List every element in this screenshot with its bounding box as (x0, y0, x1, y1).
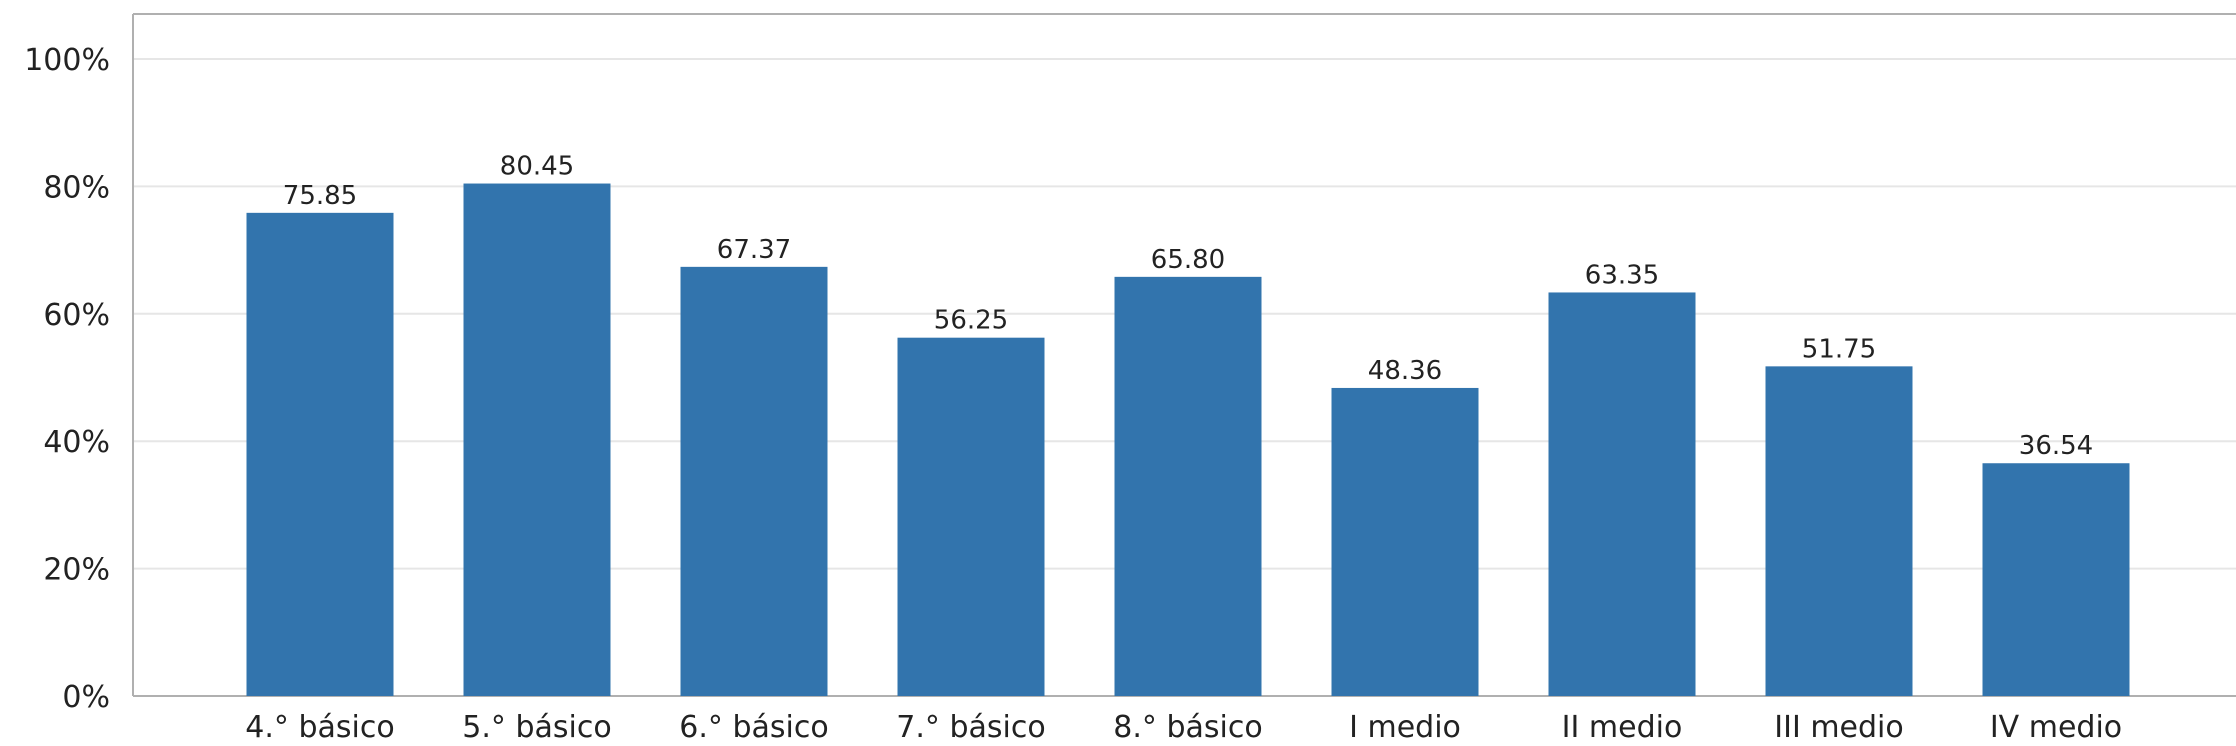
bar (680, 266, 828, 696)
y-tick-label: 0% (62, 680, 110, 715)
y-tick-label: 100% (24, 43, 110, 78)
x-tick-label: 4.° básico (245, 710, 394, 745)
bar (1982, 463, 2130, 696)
bar (1114, 276, 1262, 696)
y-tick-label: 80% (43, 170, 110, 205)
y-tick-label: 20% (43, 553, 110, 588)
data-label: 80.45 (500, 152, 574, 182)
x-tick-label: 7.° básico (896, 710, 1045, 745)
data-label: 75.85 (283, 181, 357, 211)
data-label: 36.54 (2019, 431, 2093, 461)
x-tick-label: 5.° básico (462, 710, 611, 745)
x-tick-label: III medio (1774, 710, 1904, 745)
x-tick-label: I medio (1349, 710, 1461, 745)
y-tick-label: 60% (43, 298, 110, 333)
data-label: 48.36 (1368, 356, 1442, 386)
x-tick-label: IV medio (1990, 710, 2122, 745)
data-label: 63.35 (1585, 260, 1659, 290)
data-label: 56.25 (934, 306, 1008, 336)
x-tick-label: 6.° básico (679, 710, 828, 745)
x-tick-label: 8.° básico (1113, 710, 1262, 745)
bars (246, 183, 2130, 696)
bar (1548, 292, 1696, 696)
x-tick-label: II medio (1562, 710, 1683, 745)
y-tick-label: 40% (43, 425, 110, 460)
data-label: 51.75 (1802, 334, 1876, 364)
data-label: 67.37 (717, 235, 791, 265)
labels: 0% 20% 40% 60% 80% 100% 75.85 4.° básico 80.45 5.… (24, 43, 2122, 745)
bar (463, 183, 611, 696)
bar (1765, 366, 1913, 696)
bar (897, 337, 1045, 696)
bar (246, 212, 394, 696)
bar (1331, 387, 1479, 696)
data-label: 65.80 (1151, 245, 1225, 275)
